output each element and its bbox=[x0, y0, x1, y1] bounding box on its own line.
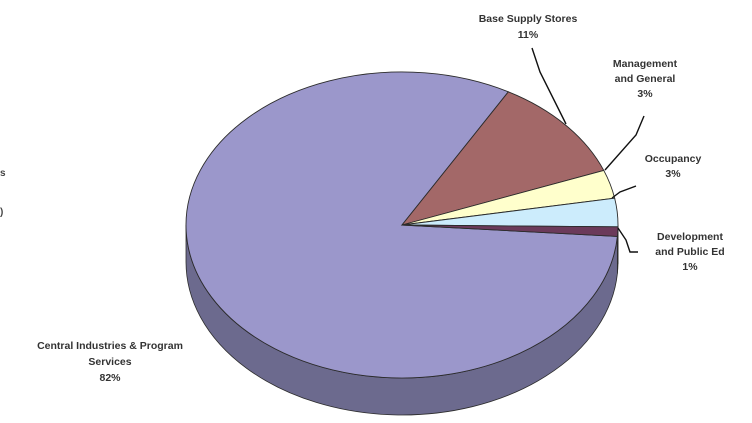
label-base-supply-stores-line-1: Base Supply Stores bbox=[479, 13, 578, 25]
stray-text-1: s bbox=[0, 168, 6, 179]
leader-line-occupancy bbox=[612, 186, 636, 198]
label-base-supply-stores-line-2: 11% bbox=[518, 29, 539, 41]
label-development-and-public-ed-line-2: and Public Ed bbox=[655, 246, 724, 258]
pie-slices bbox=[186, 72, 618, 378]
label-central-industries-program-services-line-3: 82% bbox=[99, 372, 121, 384]
stray-text-2: ) bbox=[0, 207, 3, 218]
label-development-and-public-ed-line-1: Development bbox=[657, 231, 723, 243]
label-development-and-public-ed-line-3: 1% bbox=[682, 261, 698, 273]
label-management-and-general-line-2: and General bbox=[615, 73, 676, 85]
label-occupancy-line-2: 3% bbox=[665, 168, 681, 180]
leader-line-management-and-general bbox=[605, 116, 644, 170]
label-central-industries-program-services-line-2: Services bbox=[88, 356, 131, 368]
label-management-and-general-line-1: Management bbox=[613, 58, 678, 70]
label-central-industries-program-services-line-1: Central Industries & Program bbox=[37, 340, 183, 352]
label-management-and-general-line-3: 3% bbox=[637, 88, 653, 100]
label-occupancy-line-1: Occupancy bbox=[645, 153, 702, 165]
leader-line-development-and-public-ed bbox=[618, 228, 638, 252]
